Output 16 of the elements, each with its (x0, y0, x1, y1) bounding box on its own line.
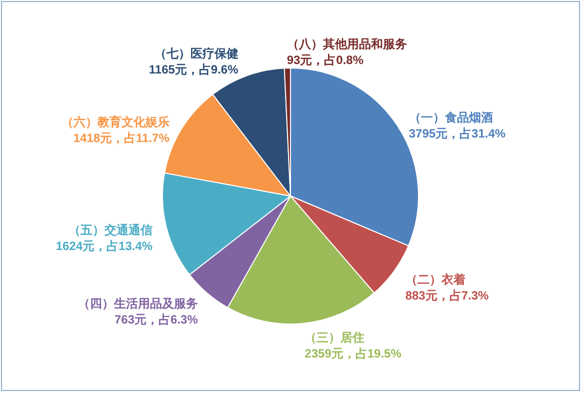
data-label: 2359元，占19.5% (304, 346, 402, 360)
slice-label: （六）教育文化娱乐 (61, 114, 170, 129)
data-label: 1418元，占11.7% (73, 130, 170, 145)
data-label: 3795元，占31.4% (408, 126, 506, 141)
slice-label: （一）食品烟酒 (408, 110, 493, 125)
data-label: 883元，占7.3% (405, 288, 490, 303)
slice-label: （二）衣着 (405, 272, 466, 287)
slice-label: （八）其他用品和服务 (286, 37, 407, 52)
slice-label: （三）居住 (304, 330, 365, 344)
data-label: 93元，占0.8% (286, 53, 364, 68)
data-label: 1624元，占13.4% (56, 238, 153, 253)
data-label: 1165元，占9.6% (148, 62, 239, 76)
data-label: 763元，占6.3% (114, 312, 198, 327)
slice-label: （五）交通通信 (68, 222, 153, 237)
slice-label: （七）医疗保健 (154, 46, 238, 60)
slice-label: （四）生活用品及服务 (78, 296, 198, 311)
